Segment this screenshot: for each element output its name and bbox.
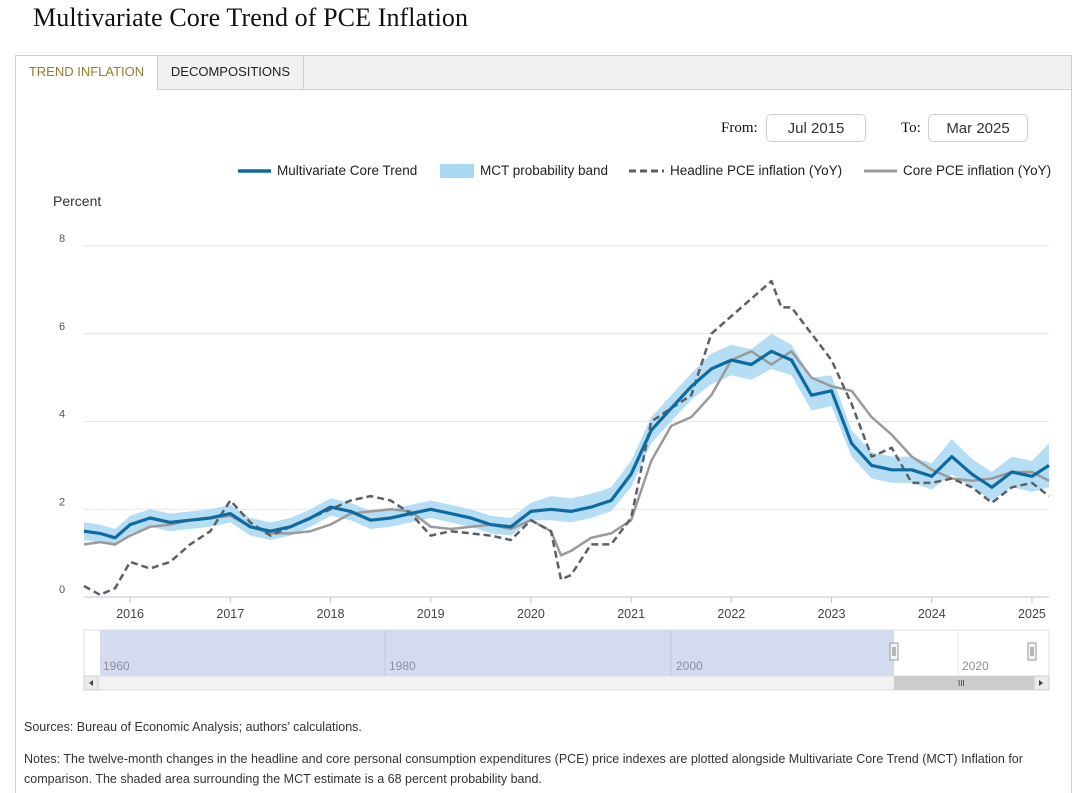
y-tick-label: 2 xyxy=(59,496,65,508)
notes-line-2: comparison. The shaded area surrounding … xyxy=(24,772,542,786)
series-headline-pce-line xyxy=(83,279,1050,597)
scrollbar[interactable]: III xyxy=(83,675,1050,691)
x-tick-label: 2017 xyxy=(216,607,244,621)
series-core-pce-line xyxy=(83,350,1050,557)
from-date-input[interactable]: Jul 2015 xyxy=(766,114,866,142)
x-tick-label: 2022 xyxy=(717,607,745,621)
legend-band-label[interactable]: MCT probability band xyxy=(480,163,608,178)
legend-band-swatch xyxy=(440,164,474,178)
scrollbar-thumb[interactable] xyxy=(894,676,1034,690)
range-navigator[interactable]: 1960 1980 2000 2020 xyxy=(83,629,1050,677)
navigator-label: 2020 xyxy=(962,659,989,673)
navigator-label: 1960 xyxy=(103,659,130,673)
chevron-left-icon xyxy=(89,680,93,686)
x-tick-label: 2020 xyxy=(517,607,545,621)
y-tick-labels: 0 2 4 6 8 xyxy=(59,233,65,596)
x-tick-label: 2021 xyxy=(617,607,645,621)
x-tick-label: 2019 xyxy=(417,607,445,621)
y-tick-label: 8 xyxy=(59,233,65,245)
chart-panel: TREND INFLATION DECOMPOSITIONS From: Jul… xyxy=(15,55,1072,793)
sources-note: Sources: Bureau of Economic Analysis; au… xyxy=(24,720,362,734)
x-tick-label: 2016 xyxy=(116,607,144,621)
plot-area xyxy=(83,279,1050,597)
tab-decompositions[interactable]: DECOMPOSITIONS xyxy=(158,56,304,89)
legend-core-label[interactable]: Core PCE inflation (YoY) xyxy=(903,163,1051,178)
legend-mct-label[interactable]: Multivariate Core Trend xyxy=(277,163,417,178)
x-tick-label: 2018 xyxy=(317,607,345,621)
x-tick-labels: 2016 2017 2018 2019 2020 2021 2022 2023 2024 2025 xyxy=(116,607,1046,621)
y-tick-label: 4 xyxy=(59,409,65,421)
series-mct-line xyxy=(83,349,1050,540)
legend: Multivariate Core Trend MCT probability … xyxy=(238,163,1051,178)
grid xyxy=(84,245,1049,603)
navigator-right-handle[interactable] xyxy=(1027,642,1037,661)
tab-bar: TREND INFLATION DECOMPOSITIONS xyxy=(16,56,1071,90)
to-label: To: xyxy=(901,120,921,136)
y-tick-label: 6 xyxy=(59,321,65,333)
legend-headline-label[interactable]: Headline PCE inflation (YoY) xyxy=(670,163,842,178)
chart: Multivariate Core Trend MCT probability … xyxy=(53,163,1051,691)
chevron-right-icon xyxy=(1039,680,1043,686)
navigator-left-handle[interactable] xyxy=(889,642,899,661)
x-tick-label: 2025 xyxy=(1018,607,1046,621)
scrollbar-thumb-grip: III xyxy=(958,679,965,688)
navigator-label: 2000 xyxy=(676,659,703,673)
from-label: From: xyxy=(721,120,758,136)
x-tick-label: 2024 xyxy=(918,607,946,621)
x-tick-label: 2023 xyxy=(818,607,846,621)
page-title: Multivariate Core Trend of PCE Inflation xyxy=(33,3,469,32)
tab-trend-inflation[interactable]: TREND INFLATION xyxy=(16,56,158,90)
to-date-input[interactable]: Mar 2025 xyxy=(928,114,1028,142)
y-tick-label: 0 xyxy=(59,584,65,596)
notes-line-1: Notes: The twelve-month changes in the h… xyxy=(24,752,1023,766)
navigator-selected-range[interactable] xyxy=(100,630,894,676)
y-axis-title: Percent xyxy=(53,193,101,209)
navigator-label: 1980 xyxy=(389,659,416,673)
